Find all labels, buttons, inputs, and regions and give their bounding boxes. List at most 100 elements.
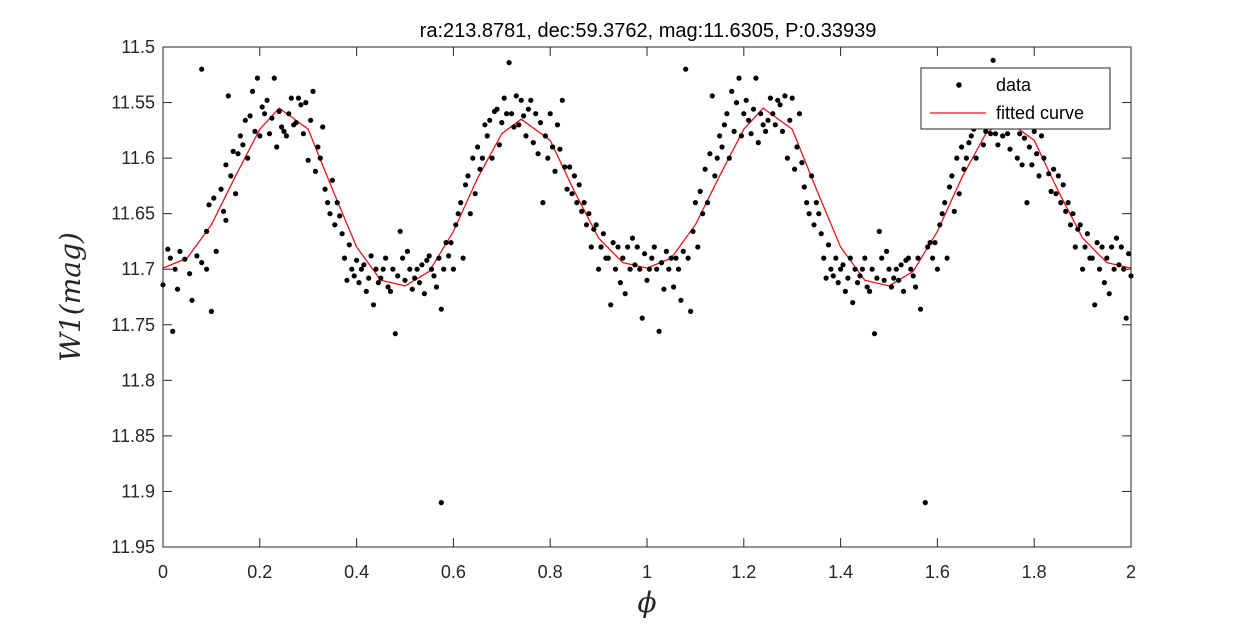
data-point — [642, 251, 648, 257]
data-point — [511, 124, 517, 130]
data-point — [397, 228, 403, 234]
data-point — [1065, 200, 1071, 206]
data-point — [838, 266, 844, 272]
x-tick-label: 1.4 — [828, 562, 853, 582]
data-point — [259, 104, 265, 110]
data-point — [545, 155, 551, 161]
data-point — [421, 291, 427, 297]
data-point — [1024, 200, 1030, 206]
data-point — [581, 200, 587, 206]
data-point — [414, 266, 420, 272]
data-point — [934, 266, 941, 272]
data-point — [562, 164, 568, 170]
data-point — [644, 277, 650, 283]
data-point — [758, 111, 764, 117]
data-point — [1080, 266, 1086, 272]
data-point — [736, 75, 742, 81]
data-point — [402, 277, 408, 283]
data-point — [591, 226, 597, 232]
data-point — [932, 240, 938, 246]
data-point — [262, 111, 268, 117]
data-point — [622, 291, 628, 297]
data-point — [656, 328, 662, 334]
data-point — [441, 266, 447, 272]
data-point — [799, 160, 805, 166]
data-point — [1072, 244, 1078, 250]
data-point — [992, 131, 999, 137]
y-axis: 11.5 11.55 11.6 11.65 11.7 11.75 11.8 11.85 11.9… — [111, 37, 1131, 557]
data-point — [213, 248, 219, 254]
data-point — [400, 255, 406, 261]
data-point — [874, 275, 880, 281]
data-point — [283, 133, 289, 139]
data-point — [685, 255, 691, 261]
data-point — [835, 280, 841, 286]
data-point — [804, 200, 810, 206]
data-point — [506, 60, 512, 66]
data-point — [922, 500, 928, 506]
data-point — [329, 177, 335, 183]
data-point — [247, 113, 253, 119]
data-point — [1019, 162, 1025, 168]
data-point — [579, 208, 585, 214]
data-point — [249, 88, 256, 94]
data-point — [1104, 255, 1110, 261]
data-point — [220, 208, 227, 214]
data-point — [218, 186, 224, 192]
data-point — [709, 93, 715, 99]
data-point — [317, 155, 323, 161]
chart-title: ra:213.8781, dec:59.3762, mag:11.6305, P… — [420, 20, 877, 42]
data-point — [494, 106, 500, 112]
data-point — [462, 182, 469, 188]
y-tick-label: 11.55 — [111, 93, 155, 113]
data-point — [254, 75, 260, 81]
data-point — [908, 266, 914, 272]
data-point — [1026, 144, 1032, 150]
data-point — [959, 144, 965, 150]
data-point — [252, 128, 258, 134]
data-point — [1070, 211, 1076, 217]
data-point — [896, 277, 902, 283]
data-point — [274, 144, 280, 150]
data-point — [806, 211, 812, 217]
data-point — [479, 155, 485, 161]
data-point — [678, 297, 684, 303]
data-point — [1099, 244, 1105, 250]
data-point — [170, 328, 176, 334]
data-point — [1106, 291, 1112, 297]
data-point — [484, 133, 490, 139]
data-point — [467, 211, 473, 217]
data-point — [279, 124, 285, 130]
data-point — [339, 231, 345, 237]
data-point — [704, 200, 711, 206]
data-point — [852, 266, 858, 272]
data-point — [366, 275, 372, 281]
data-point — [649, 255, 655, 261]
data-point — [453, 222, 459, 228]
data-point — [743, 97, 749, 103]
data-point — [1082, 244, 1088, 250]
data-point — [893, 266, 899, 272]
data-point — [898, 262, 904, 268]
data-point — [370, 302, 377, 308]
x-tick-label: 1.6 — [925, 562, 950, 582]
data-point — [334, 200, 340, 206]
x-tick-label: 0.6 — [441, 562, 466, 582]
data-point — [637, 266, 643, 272]
data-point — [508, 111, 515, 117]
x-tick-label: 0.2 — [247, 562, 272, 582]
data-point — [748, 131, 754, 137]
data-point — [356, 280, 362, 286]
data-point — [854, 280, 861, 286]
data-point — [211, 195, 217, 201]
data-point — [988, 131, 994, 137]
data-point — [528, 97, 534, 103]
data-point — [632, 262, 638, 268]
data-point — [859, 266, 866, 272]
data-point — [777, 102, 783, 108]
data-point — [600, 231, 607, 237]
data-point — [489, 155, 495, 161]
data-point — [792, 166, 798, 172]
x-tick-label: 0 — [158, 562, 168, 582]
data-point — [223, 217, 229, 223]
